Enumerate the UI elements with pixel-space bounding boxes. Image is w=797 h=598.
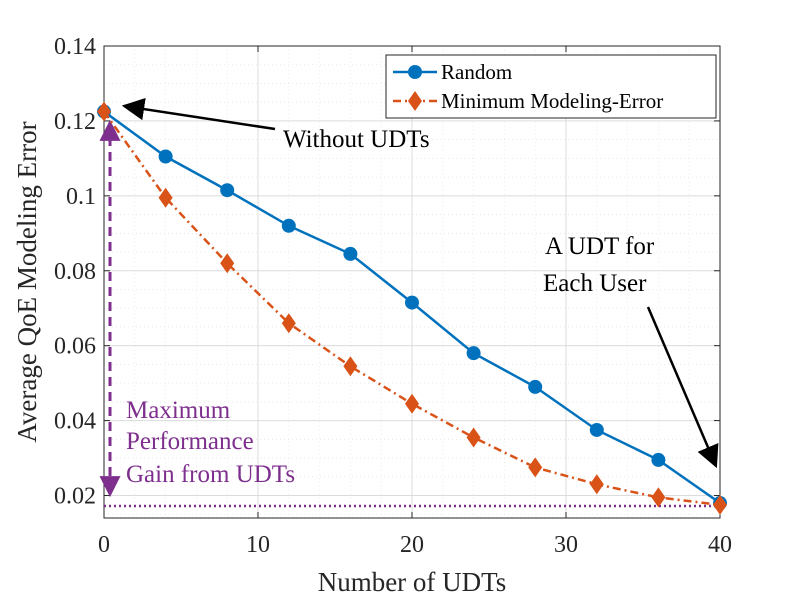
data-point-diamond bbox=[343, 356, 358, 377]
udt-each-user-arrow bbox=[646, 306, 719, 469]
x-tick-label: 20 bbox=[400, 532, 424, 558]
annotation-gain-1: Maximum bbox=[126, 397, 231, 424]
data-point-diamond bbox=[528, 457, 543, 478]
x-axis-label: Number of UDTs bbox=[318, 567, 507, 597]
legend-marker-random bbox=[408, 65, 422, 79]
x-tick-label: 40 bbox=[708, 532, 732, 558]
x-tick-label: 0 bbox=[98, 532, 110, 558]
annotation-udt-each-user-2: Each User bbox=[543, 270, 647, 297]
axis-ticks: 0 10 20 30 40 0.02 0.04 0.06 0.08 0.1 0.12 0.14 bbox=[54, 34, 732, 558]
legend: Random Minimum Modeling-Error bbox=[385, 54, 717, 119]
data-point-diamond bbox=[281, 313, 296, 334]
data-point-circle bbox=[651, 452, 666, 467]
series-minimum-modeling-error bbox=[97, 101, 727, 515]
y-tick-label: 0.12 bbox=[54, 109, 96, 135]
annotation-gain-3: Gain from UDTs bbox=[126, 461, 295, 488]
y-tick-label: 0.1 bbox=[66, 184, 96, 210]
data-point-circle bbox=[281, 218, 296, 233]
data-point-circle bbox=[528, 379, 543, 394]
data-point-circle bbox=[466, 346, 481, 361]
legend-label-random: Random bbox=[441, 60, 512, 84]
annotation-without-udts: Without UDTs bbox=[283, 126, 430, 153]
legend-box bbox=[385, 54, 717, 119]
series-random bbox=[97, 104, 727, 511]
data-point-diamond bbox=[405, 393, 419, 414]
data-point-diamond bbox=[589, 474, 604, 495]
data-point-diamond bbox=[220, 253, 235, 274]
x-tick-label: 30 bbox=[554, 532, 578, 558]
data-point-circle bbox=[589, 422, 604, 437]
data-point-circle bbox=[158, 149, 173, 164]
data-point-diamond bbox=[158, 187, 173, 208]
y-tick-label: 0.06 bbox=[54, 334, 96, 360]
y-tick-label: 0.08 bbox=[54, 259, 96, 285]
y-axis-label: Average QoE Modeling Error bbox=[12, 121, 42, 442]
data-point-diamond bbox=[97, 101, 111, 122]
annotation-udt-each-user-1: A UDT for bbox=[545, 233, 655, 260]
y-tick-label: 0.04 bbox=[54, 409, 96, 435]
annotation-gain-2: Performance bbox=[126, 428, 254, 455]
data-point-circle bbox=[343, 246, 358, 261]
y-tick-label: 0.14 bbox=[54, 34, 96, 60]
data-point-diamond bbox=[466, 427, 481, 448]
x-tick-label: 10 bbox=[246, 532, 270, 558]
series-line bbox=[102, 110, 721, 507]
data-point-circle bbox=[220, 183, 235, 198]
legend-label-min-error: Minimum Modeling-Error bbox=[441, 89, 663, 113]
series-layer bbox=[97, 101, 727, 515]
data-point-diamond bbox=[713, 494, 727, 515]
legend-marker-min-error bbox=[408, 91, 422, 111]
without-udts-arrow bbox=[121, 97, 276, 131]
y-tick-label: 0.02 bbox=[54, 484, 96, 510]
data-point-diamond bbox=[651, 487, 666, 508]
data-point-circle bbox=[405, 295, 419, 310]
